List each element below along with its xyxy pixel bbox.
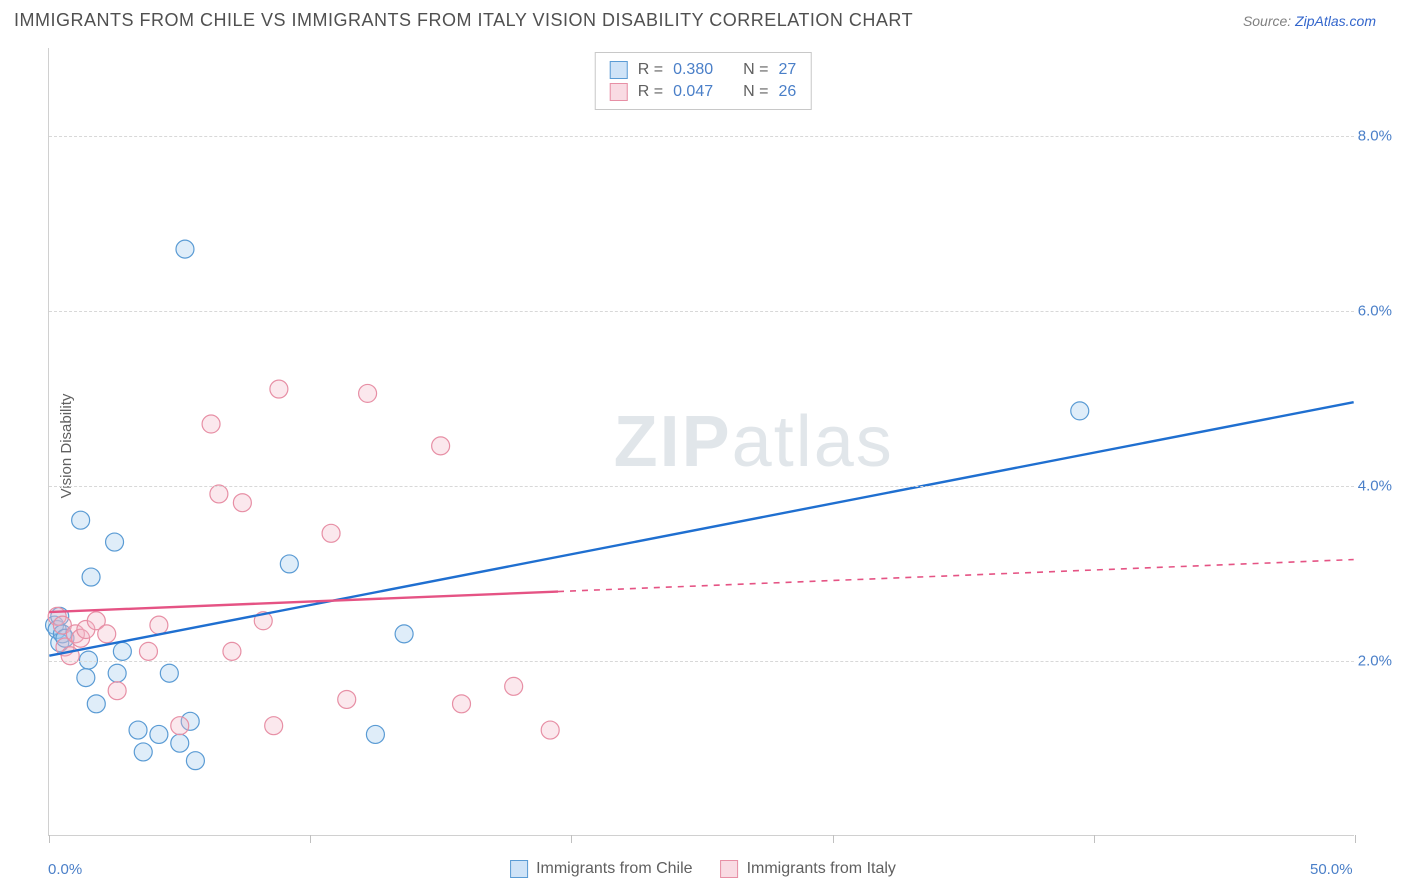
x-tick-label: 0.0% <box>48 861 82 878</box>
data-point <box>210 485 228 503</box>
data-point <box>176 240 194 258</box>
data-point <box>265 717 283 735</box>
legend-label: Immigrants from Italy <box>747 860 896 878</box>
n-value: 27 <box>778 61 796 79</box>
data-point <box>1071 402 1089 420</box>
series-swatch <box>510 860 528 878</box>
x-tick-label: 50.0% <box>1310 861 1353 878</box>
tick-v <box>833 835 834 843</box>
tick-v <box>571 835 572 843</box>
gridline-h <box>49 661 1354 662</box>
correlation-stats-box: R = 0.380 N = 27 R = 0.047 N = 26 <box>595 52 812 110</box>
data-point <box>108 664 126 682</box>
series-swatch <box>610 61 628 79</box>
legend-label: Immigrants from Chile <box>536 860 692 878</box>
gridline-h <box>49 311 1354 312</box>
r-label: R = <box>638 83 663 101</box>
data-point <box>134 743 152 761</box>
source-link[interactable]: ZipAtlas.com <box>1295 13 1376 29</box>
data-point <box>87 695 105 713</box>
chart-plot-area: ZIPatlas <box>48 48 1354 836</box>
n-value: 26 <box>778 83 796 101</box>
data-point <box>505 677 523 695</box>
y-tick-label: 2.0% <box>1358 652 1392 669</box>
data-point <box>82 568 100 586</box>
n-label: N = <box>743 83 768 101</box>
data-point <box>98 625 116 643</box>
data-point <box>186 752 204 770</box>
data-point <box>139 642 157 660</box>
scatter-svg <box>49 48 1354 835</box>
trend-line-extrapolated <box>558 560 1354 592</box>
stats-row: R = 0.380 N = 27 <box>610 59 797 81</box>
source-prefix: Source: <box>1243 13 1295 29</box>
gridline-h <box>49 136 1354 137</box>
tick-v <box>1094 835 1095 843</box>
data-point <box>432 437 450 455</box>
n-label: N = <box>743 61 768 79</box>
data-point <box>223 642 241 660</box>
tick-v <box>49 835 50 843</box>
legend-item: Immigrants from Italy <box>721 860 896 878</box>
data-point <box>129 721 147 739</box>
series-swatch <box>721 860 739 878</box>
r-value: 0.047 <box>673 83 713 101</box>
data-point <box>113 642 131 660</box>
data-point <box>150 725 168 743</box>
data-point <box>171 717 189 735</box>
legend-item: Immigrants from Chile <box>510 860 692 878</box>
data-point <box>160 664 178 682</box>
data-point <box>72 511 90 529</box>
r-value: 0.380 <box>673 61 713 79</box>
trend-line <box>49 592 558 612</box>
data-point <box>150 616 168 634</box>
y-tick-label: 8.0% <box>1358 127 1392 144</box>
series-swatch <box>610 83 628 101</box>
series-legend: Immigrants from Chile Immigrants from It… <box>510 860 896 878</box>
data-point <box>233 494 251 512</box>
data-point <box>453 695 471 713</box>
data-point <box>338 690 356 708</box>
source-attribution: Source: ZipAtlas.com <box>1243 13 1376 29</box>
data-point <box>106 533 124 551</box>
trend-line <box>49 402 1353 656</box>
data-point <box>366 725 384 743</box>
gridline-h <box>49 486 1354 487</box>
tick-v <box>1355 835 1356 843</box>
data-point <box>541 721 559 739</box>
data-point <box>108 682 126 700</box>
data-point <box>359 384 377 402</box>
data-point <box>270 380 288 398</box>
data-point <box>77 669 95 687</box>
stats-row: R = 0.047 N = 26 <box>610 81 797 103</box>
tick-v <box>310 835 311 843</box>
y-tick-label: 4.0% <box>1358 477 1392 494</box>
data-point <box>322 524 340 542</box>
chart-title: IMMIGRANTS FROM CHILE VS IMMIGRANTS FROM… <box>14 10 913 31</box>
y-tick-label: 6.0% <box>1358 302 1392 319</box>
r-label: R = <box>638 61 663 79</box>
data-point <box>202 415 220 433</box>
data-point <box>395 625 413 643</box>
data-point <box>280 555 298 573</box>
data-point <box>171 734 189 752</box>
